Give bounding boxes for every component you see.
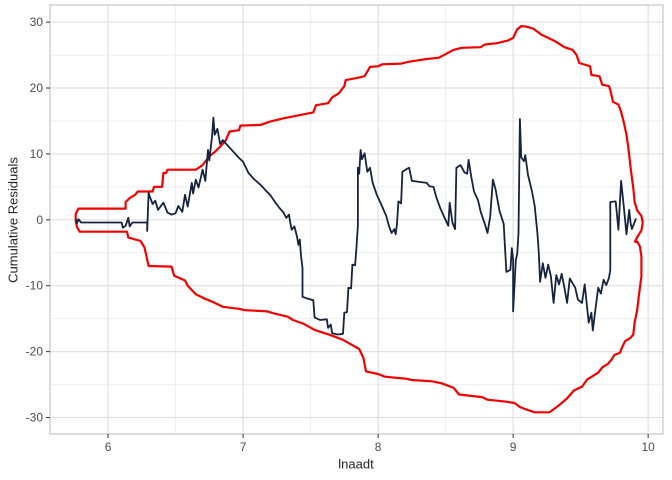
series-envelope-lower [74,220,643,414]
x-tick-label: 7 [240,440,247,454]
y-tick-label: 10 [30,147,44,161]
series-cumulative-residuals [74,116,637,336]
x-tick-label: 10 [641,440,655,454]
x-axis-title: lnaadt [338,456,374,472]
y-tick-label: 20 [30,81,44,95]
y-tick-label: -10 [26,279,44,293]
y-tick-label: 30 [30,15,44,29]
x-tick-label: 8 [375,440,382,454]
x-tick-label: 6 [105,440,112,454]
y-tick-label: -20 [26,345,44,359]
series-envelope-upper [74,25,644,243]
x-tick-label: 9 [510,440,517,454]
y-tick-label: -30 [26,411,44,425]
y-tick-label: 0 [36,213,43,227]
y-axis-title: Cumulative Residuals [5,157,21,283]
